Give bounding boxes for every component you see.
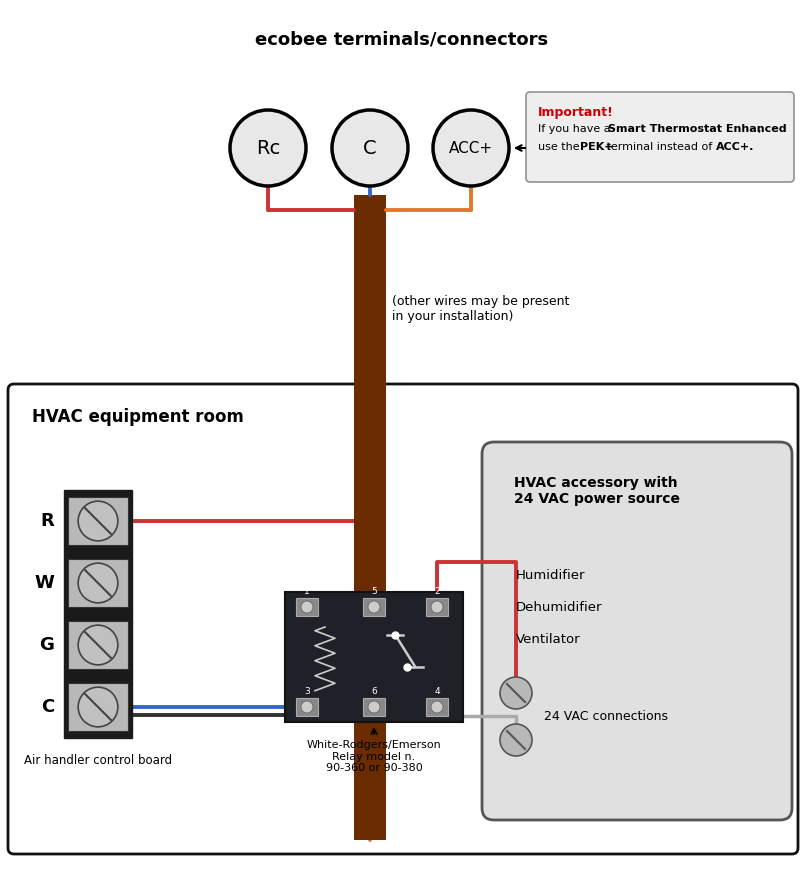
Text: (other wires may be present
in your installation): (other wires may be present in your inst… bbox=[392, 295, 569, 323]
Bar bbox=[362, 598, 385, 616]
Text: R: R bbox=[40, 512, 54, 530]
Text: 2: 2 bbox=[434, 587, 439, 596]
Text: PEK+: PEK+ bbox=[579, 142, 613, 152]
Text: G: G bbox=[39, 636, 54, 654]
Bar bbox=[426, 698, 447, 716]
Text: use the: use the bbox=[537, 142, 582, 152]
Text: terminal instead of: terminal instead of bbox=[602, 142, 715, 152]
Text: ACC+: ACC+ bbox=[448, 140, 492, 155]
Text: Smart Thermostat Enhanced: Smart Thermostat Enhanced bbox=[607, 124, 785, 134]
Circle shape bbox=[78, 687, 118, 727]
Circle shape bbox=[368, 601, 380, 613]
Bar bbox=[64, 490, 132, 738]
Text: W: W bbox=[34, 574, 54, 592]
Bar bbox=[68, 559, 128, 607]
Bar bbox=[68, 622, 128, 669]
Circle shape bbox=[499, 724, 532, 756]
Circle shape bbox=[368, 701, 380, 713]
Text: Humidifier: Humidifier bbox=[516, 569, 585, 582]
Text: ,: , bbox=[756, 124, 760, 134]
Bar bbox=[296, 598, 318, 616]
Bar bbox=[362, 698, 385, 716]
Text: C: C bbox=[41, 698, 54, 716]
Circle shape bbox=[78, 625, 118, 665]
Text: ACC+.: ACC+. bbox=[715, 142, 753, 152]
FancyBboxPatch shape bbox=[8, 384, 797, 854]
Text: If you have a: If you have a bbox=[537, 124, 613, 134]
Bar bbox=[68, 684, 128, 730]
Text: 3: 3 bbox=[304, 687, 309, 696]
Circle shape bbox=[499, 677, 532, 709]
Circle shape bbox=[300, 701, 312, 713]
Circle shape bbox=[78, 501, 118, 541]
Text: C: C bbox=[363, 138, 377, 158]
Bar bbox=[426, 598, 447, 616]
Text: 4: 4 bbox=[434, 687, 439, 696]
Bar bbox=[296, 698, 318, 716]
Circle shape bbox=[430, 601, 442, 613]
Text: ecobee terminals/connectors: ecobee terminals/connectors bbox=[255, 30, 548, 48]
Circle shape bbox=[230, 110, 306, 186]
Text: White-Rodgers/Emerson
Relay model n.
90-360 or 90-380: White-Rodgers/Emerson Relay model n. 90-… bbox=[306, 740, 441, 774]
Text: 5: 5 bbox=[371, 587, 377, 596]
Bar bbox=[353, 195, 385, 840]
Text: HVAC equipment room: HVAC equipment room bbox=[32, 408, 243, 426]
Text: Air handler control board: Air handler control board bbox=[24, 754, 172, 767]
Text: Rc: Rc bbox=[255, 138, 279, 158]
Text: HVAC accessory with
24 VAC power source: HVAC accessory with 24 VAC power source bbox=[513, 476, 679, 506]
Circle shape bbox=[433, 110, 508, 186]
Text: Dehumidifier: Dehumidifier bbox=[516, 601, 601, 614]
FancyBboxPatch shape bbox=[525, 92, 793, 182]
FancyBboxPatch shape bbox=[482, 442, 791, 820]
Text: 6: 6 bbox=[371, 687, 377, 696]
Text: 24 VAC connections: 24 VAC connections bbox=[544, 710, 667, 723]
Circle shape bbox=[78, 564, 118, 602]
Bar bbox=[284, 592, 463, 722]
Circle shape bbox=[300, 601, 312, 613]
Bar bbox=[68, 497, 128, 544]
Circle shape bbox=[332, 110, 407, 186]
Text: Important!: Important! bbox=[537, 106, 613, 119]
Text: Ventilator: Ventilator bbox=[516, 633, 580, 646]
Text: 1: 1 bbox=[304, 587, 309, 596]
Circle shape bbox=[430, 701, 442, 713]
